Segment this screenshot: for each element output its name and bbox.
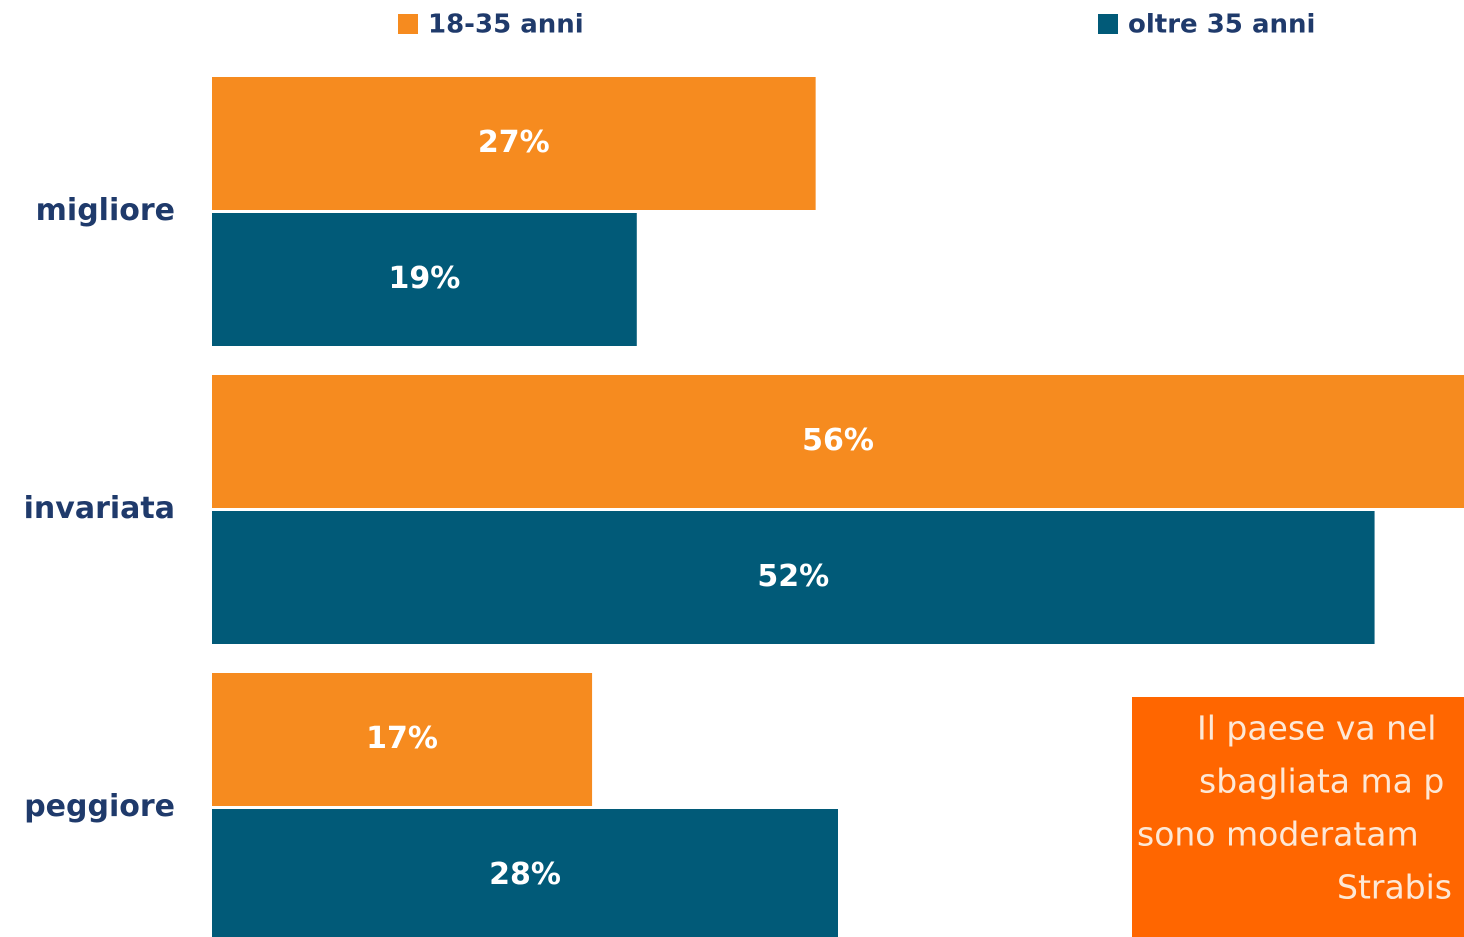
category-label: invariata (24, 491, 175, 526)
category-label: migliore (36, 193, 175, 228)
value-label: 28% (489, 857, 561, 892)
bar (212, 673, 593, 806)
bar (212, 375, 1464, 508)
bar (212, 213, 637, 346)
annotation-text: sbagliata ma p (1199, 762, 1444, 801)
value-label: 27% (478, 125, 550, 160)
category-label: peggiore (24, 789, 175, 824)
value-label: 17% (366, 721, 438, 756)
bar (212, 511, 1375, 644)
annotation-text: Strabis (1337, 868, 1452, 907)
value-label: 52% (757, 559, 829, 594)
value-label: 19% (388, 261, 460, 296)
legend-swatch (1098, 14, 1118, 34)
bar (212, 77, 816, 210)
value-label: 56% (802, 423, 874, 458)
annotation-text: Il paese va nel (1197, 709, 1436, 748)
legend-swatch (398, 14, 418, 34)
annotation-text: sono moderatam (1137, 815, 1419, 854)
legend-label: oltre 35 anni (1128, 10, 1315, 40)
annotation-box (1132, 697, 1464, 937)
legend-label: 18-35 anni (428, 10, 584, 40)
bar (212, 809, 838, 937)
